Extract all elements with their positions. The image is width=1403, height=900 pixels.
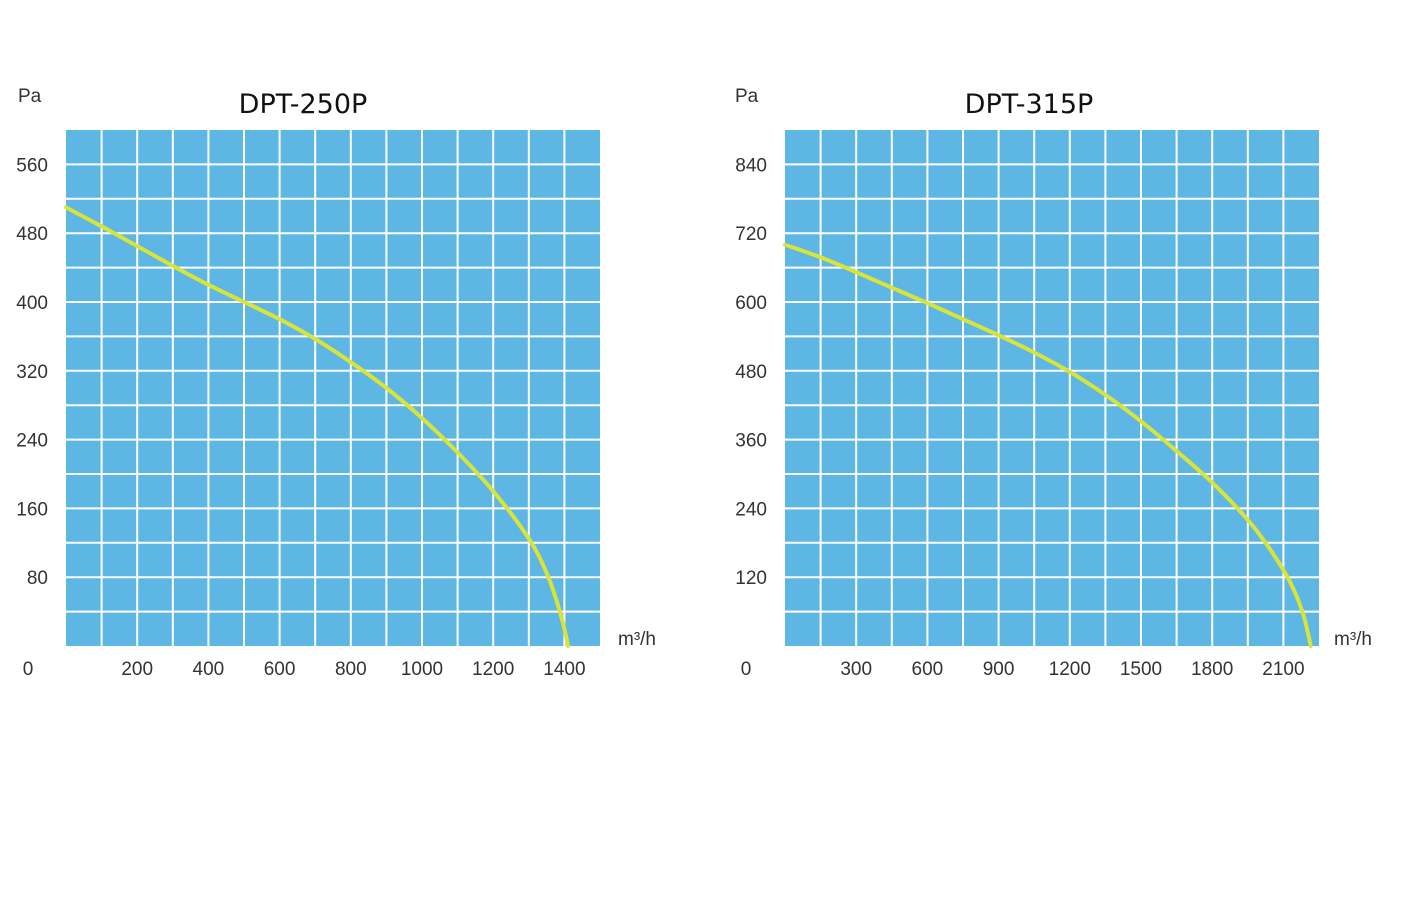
y-tick-label: 480 xyxy=(16,224,48,245)
y-tick-label: 560 xyxy=(16,155,48,176)
x-tick-label: 1800 xyxy=(1191,659,1233,680)
x-tick-labels: 300 600 900 1200 1500 1800 2100 xyxy=(840,659,1304,680)
x-tick-label: 600 xyxy=(264,659,296,680)
y-tick-label: 120 xyxy=(735,568,767,589)
y-tick-label: 720 xyxy=(735,224,767,245)
x-tick-label: 1200 xyxy=(1049,659,1091,680)
x-axis-unit-label: m³/h xyxy=(1334,629,1372,650)
y-tick-label: 320 xyxy=(16,362,48,383)
performance-curve xyxy=(64,205,570,648)
x-tick-label: 1400 xyxy=(543,659,585,680)
y-axis-unit-label: Pa xyxy=(18,86,42,107)
x-tick-label: 300 xyxy=(840,659,872,680)
chart-dpt-315p: DPT-315P Pa m³/h 0 300 600 900 1200 1500 1800… xyxy=(735,86,1372,680)
y-tick-label: 840 xyxy=(735,155,767,176)
x-tick-labels: 200 400 600 800 1000 1200 1400 xyxy=(121,659,585,680)
x-axis-unit-label: m³/h xyxy=(618,629,656,650)
y-tick-labels: 120 240 360 480 600 720 840 xyxy=(735,155,767,589)
y-tick-label: 240 xyxy=(735,499,767,520)
x-tick-label: 2100 xyxy=(1262,659,1304,680)
performance-curve xyxy=(783,242,1313,648)
chart-title: DPT-250P xyxy=(239,89,368,120)
grid-lines xyxy=(66,130,600,646)
y-tick-label: 600 xyxy=(735,293,767,314)
origin-label: 0 xyxy=(741,659,752,680)
x-tick-label: 1200 xyxy=(472,659,514,680)
y-tick-label: 400 xyxy=(16,293,48,314)
y-tick-label: 240 xyxy=(16,431,48,452)
plot-area xyxy=(66,130,600,646)
x-tick-label: 900 xyxy=(983,659,1015,680)
y-tick-label: 480 xyxy=(735,362,767,383)
chart-title: DPT-315P xyxy=(965,89,1094,120)
x-tick-label: 600 xyxy=(912,659,944,680)
x-tick-label: 200 xyxy=(121,659,153,680)
y-tick-label: 360 xyxy=(735,431,767,452)
x-tick-label: 800 xyxy=(335,659,367,680)
x-tick-label: 400 xyxy=(193,659,225,680)
x-tick-label: 1500 xyxy=(1120,659,1162,680)
x-tick-label: 1000 xyxy=(401,659,443,680)
y-tick-labels: 80 160 240 320 400 480 560 xyxy=(16,155,48,589)
y-tick-label: 80 xyxy=(27,568,48,589)
grid-lines xyxy=(785,130,1319,646)
plot-area xyxy=(785,130,1319,646)
y-tick-label: 160 xyxy=(16,499,48,520)
y-axis-unit-label: Pa xyxy=(735,86,759,107)
chart-dpt-250p: DPT-250P Pa m³/h 0 200 400 600 800 1000 1200 1… xyxy=(16,86,656,680)
origin-label: 0 xyxy=(23,659,34,680)
